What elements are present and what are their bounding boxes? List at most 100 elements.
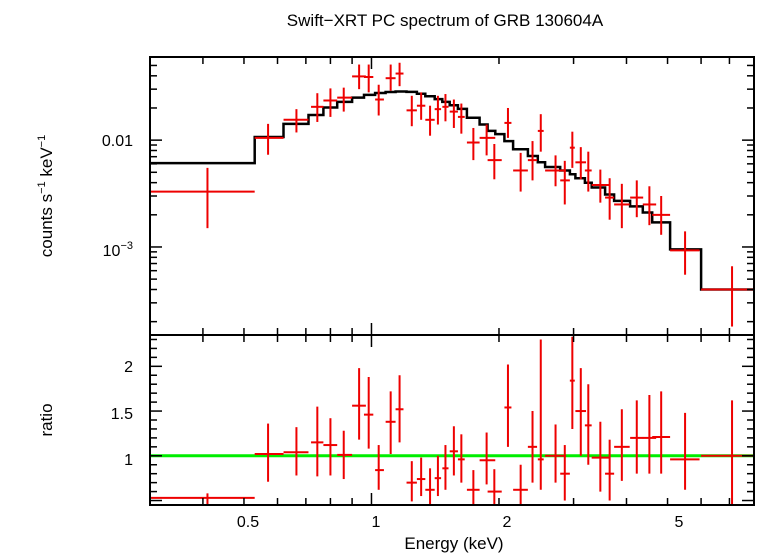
data-point bbox=[323, 88, 338, 117]
ratio-point bbox=[283, 427, 309, 476]
ratio-point bbox=[545, 424, 567, 483]
data-point bbox=[545, 155, 567, 187]
top-panel: 0.01 10−3 counts s−1 keV−1 bbox=[36, 56, 755, 336]
ratio-point bbox=[642, 394, 657, 474]
x-axis-label: Energy (keV) bbox=[404, 534, 503, 553]
data-point bbox=[487, 144, 502, 180]
model-curve bbox=[150, 90, 754, 291]
top-panel-frame bbox=[149, 56, 755, 336]
data-point bbox=[425, 105, 435, 136]
ratio-point bbox=[466, 470, 480, 505]
data-point bbox=[375, 84, 384, 116]
ratio-point bbox=[363, 377, 374, 449]
ratio-point bbox=[323, 418, 338, 476]
x-tick-label-1: 1 bbox=[372, 514, 381, 531]
data-point bbox=[363, 64, 374, 93]
data-point bbox=[575, 147, 587, 180]
ratio-point bbox=[584, 384, 592, 465]
top-axis-ticks bbox=[149, 56, 755, 335]
ratio-point bbox=[395, 375, 404, 443]
x-tick-label-5: 5 bbox=[675, 514, 684, 531]
ratio-point bbox=[254, 423, 284, 482]
ratio-points bbox=[150, 336, 754, 505]
data-point bbox=[434, 95, 442, 125]
ratio-point bbox=[385, 391, 396, 454]
data-point bbox=[605, 178, 615, 220]
ratio-point bbox=[504, 364, 512, 447]
ratio-point bbox=[537, 339, 544, 490]
x-tick-label-0.5: 0.5 bbox=[237, 514, 259, 531]
top-y-axis-label: counts s−1 keV−1 bbox=[36, 135, 56, 257]
ratio-point bbox=[150, 493, 255, 505]
data-point bbox=[406, 95, 417, 127]
data-point bbox=[527, 141, 538, 181]
data-points bbox=[150, 62, 754, 327]
data-point bbox=[479, 124, 496, 156]
ratio-point bbox=[416, 457, 426, 497]
ratio-point bbox=[591, 421, 610, 492]
ratio-point bbox=[652, 391, 671, 474]
data-point bbox=[457, 103, 465, 134]
model-step-line bbox=[150, 90, 754, 291]
ratio-point bbox=[630, 400, 644, 474]
ratio-point bbox=[614, 409, 630, 481]
data-point bbox=[150, 167, 255, 229]
ratio-point bbox=[487, 469, 502, 505]
data-point bbox=[311, 93, 324, 122]
ratio-point bbox=[352, 368, 366, 440]
data-point bbox=[337, 87, 353, 112]
data-point bbox=[642, 186, 657, 226]
ratio-point bbox=[449, 426, 458, 476]
chart-title: Swift−XRT PC spectrum of GRB 130604A bbox=[287, 11, 604, 30]
ratio-point bbox=[575, 368, 587, 456]
ratio-point bbox=[527, 411, 538, 483]
data-point bbox=[614, 183, 630, 229]
data-point bbox=[630, 180, 644, 218]
ratio-point bbox=[701, 400, 754, 505]
data-point bbox=[569, 131, 575, 168]
ratio-point bbox=[457, 434, 465, 483]
bottom-panel-frame bbox=[149, 334, 755, 506]
data-point bbox=[416, 92, 426, 120]
ratio-point bbox=[569, 336, 575, 429]
ratio-tick-label-1.5: 1.5 bbox=[111, 406, 133, 423]
ratio-point bbox=[434, 455, 442, 497]
ratio-point bbox=[337, 430, 353, 480]
ratio-tick-label-1: 1 bbox=[124, 452, 133, 469]
data-point bbox=[283, 109, 309, 133]
bottom-y-axis-label: ratio bbox=[37, 403, 56, 436]
y-tick-label-0.01: 0.01 bbox=[102, 133, 133, 150]
ratio-point bbox=[513, 464, 528, 505]
data-point bbox=[466, 127, 480, 161]
data-point bbox=[395, 62, 404, 87]
ratio-point bbox=[560, 445, 570, 501]
data-point bbox=[591, 169, 610, 203]
ratio-tick-label-2: 2 bbox=[124, 359, 133, 376]
ratio-point bbox=[406, 461, 417, 502]
x-tick-label-2: 2 bbox=[503, 514, 512, 531]
bottom-panel: 1 1.5 2 ratio 0.5 1 2 5 Energy (keV) bbox=[37, 334, 755, 553]
ratio-point bbox=[442, 445, 449, 490]
bottom-axis-ticks bbox=[149, 335, 755, 505]
data-point bbox=[652, 196, 671, 235]
ratio-point bbox=[375, 445, 384, 490]
ratio-point bbox=[605, 439, 615, 501]
data-point bbox=[352, 64, 366, 90]
ratio-point bbox=[479, 432, 496, 485]
data-point bbox=[584, 151, 592, 192]
data-point bbox=[560, 160, 570, 205]
data-point bbox=[449, 99, 458, 128]
data-point bbox=[385, 64, 396, 91]
ratio-point bbox=[311, 406, 324, 477]
data-point bbox=[701, 266, 754, 327]
y-tick-label-1e-3: 10−3 bbox=[103, 240, 133, 260]
ratio-point bbox=[670, 412, 700, 490]
data-point bbox=[254, 123, 284, 155]
data-point bbox=[670, 231, 700, 275]
data-point bbox=[513, 152, 528, 192]
ratio-point bbox=[425, 468, 435, 505]
data-point bbox=[504, 107, 512, 138]
data-point bbox=[442, 94, 449, 122]
data-point bbox=[537, 114, 544, 152]
